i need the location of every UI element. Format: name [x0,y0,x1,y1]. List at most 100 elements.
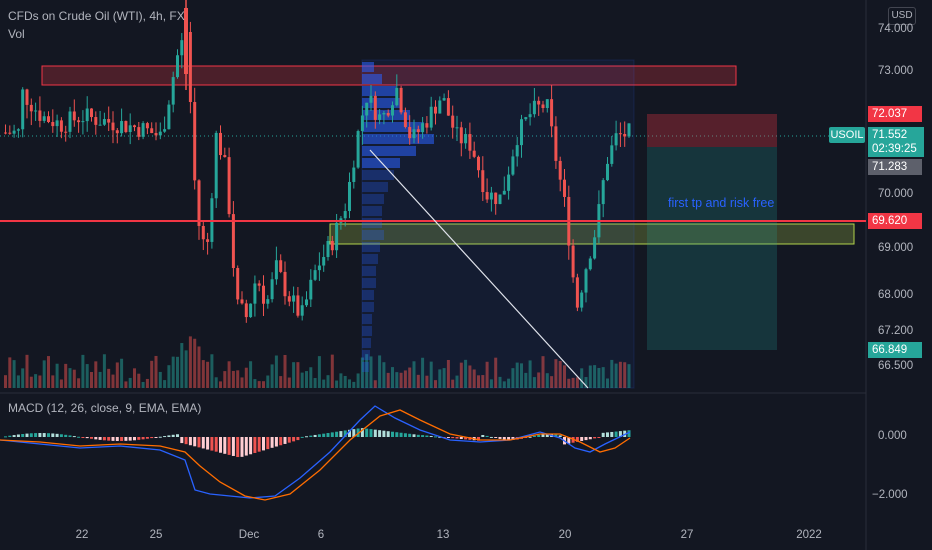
candle-body [507,174,511,191]
macd-hist-bar [309,435,313,437]
macd-hist-bar [403,433,407,437]
price-tag-tp[interactable]: 71.283 [868,159,922,175]
profile-bar [362,326,372,336]
candle-body [425,123,429,128]
macd-hist-bar [94,437,98,440]
candle-body [472,150,476,157]
macd-hist-bar [373,429,377,437]
volume-profile[interactable] [362,62,434,372]
volume-bar [279,376,283,388]
drawings[interactable] [0,149,866,389]
macd-hist-bar [244,437,248,456]
candle-body [335,222,339,251]
volume-bar [249,361,253,388]
macd-hist-bar [171,434,175,437]
candle-body [64,131,68,133]
candle-body [145,123,149,129]
volume-legend[interactable]: Vol [8,27,25,41]
macd-hist-bar [330,432,334,437]
current-price-tag[interactable]: 71.552 02:39:25 [868,127,924,157]
candle-body [356,131,360,168]
macd-hist-bar [59,434,63,437]
price-label-672: 67.200 [878,325,914,337]
price-tag-target[interactable]: 66.849 [868,342,922,358]
macd-hist-bar [214,437,218,452]
volume-bar [47,356,50,388]
candle-body [231,214,235,269]
volume-bar [98,371,102,388]
profile-bar [362,98,402,108]
macd-hist-bar [412,434,416,437]
candle-body [193,102,197,181]
candle-body [244,303,248,318]
volume-bar [120,358,124,388]
macd-hist-bar [236,437,240,458]
candle-body [528,114,532,118]
price-tag-hline[interactable]: 69.620 [868,213,922,229]
date-label-27: 27 [680,529,694,541]
macd-hist-bar [395,432,399,437]
macd-label-neg2: −2.000 [872,489,908,501]
candle-body [494,192,498,205]
volume-bar [292,362,296,388]
candle-body [369,95,373,103]
macd-hist-bar [81,437,85,438]
volume-bar [558,360,562,388]
candle-body [81,121,85,123]
volume-bar [111,374,115,388]
macd-hist-bar [601,432,605,437]
macd-hist-bar [610,431,614,437]
symbol-title[interactable]: CFDs on Crude Oil (WTI), 4h, FX [8,9,185,23]
volume-bar [158,371,162,388]
candle-body [593,237,597,259]
macd-hist-bar [588,437,592,440]
volume-bar [494,357,498,388]
macd-hist-bar [253,437,257,453]
trade-annotation[interactable]: first tp and risk free [668,196,775,210]
candle-body [532,100,536,115]
macd-hist-bar [85,437,89,439]
volume-bar [51,375,55,388]
candle-body [171,77,175,105]
volume-bar [115,362,119,388]
profile-range [361,59,635,389]
candle-body [249,303,253,318]
candle-body [47,116,50,123]
symbol-badge[interactable]: USOIL [829,127,865,143]
candle-body [287,296,291,302]
volume-bar [236,370,240,388]
macd-hist-bar [115,437,119,441]
volume-bar [485,361,489,388]
volume-bar [227,361,231,388]
volume-bar [584,377,588,388]
price-label-665: 66.500 [878,360,914,372]
volume-bar [588,365,592,388]
price-label-73: 73.000 [878,65,914,77]
volume-bar [623,362,627,388]
macd-legend[interactable]: MACD (12, 26, close, 9, EMA, EMA) [8,401,202,415]
macd-hist-bar [532,435,536,437]
macd-hist-bar [360,428,364,437]
candle-body [133,125,136,128]
candle-body [502,190,506,195]
volume-bar [373,380,377,388]
macd-hist-bar [68,435,72,437]
currency-label[interactable]: USD [888,7,916,25]
candle-body [330,240,334,251]
candle-body [29,104,33,112]
macd-hist-bar [8,435,12,437]
candle-body [446,98,450,116]
macd-hist-bar [274,437,278,447]
macd-hist-bar [507,437,511,440]
volume-bar [532,377,536,388]
candle-body [373,95,377,120]
candle-body [352,167,356,182]
price-tag-upper-zone[interactable]: 72.037 [868,106,922,122]
volume-bar [55,363,59,388]
volume-bar [446,359,450,388]
volume-bar [274,355,278,388]
volume-bar [85,364,89,388]
volume-bar [72,369,76,388]
volume-bar [214,377,218,388]
